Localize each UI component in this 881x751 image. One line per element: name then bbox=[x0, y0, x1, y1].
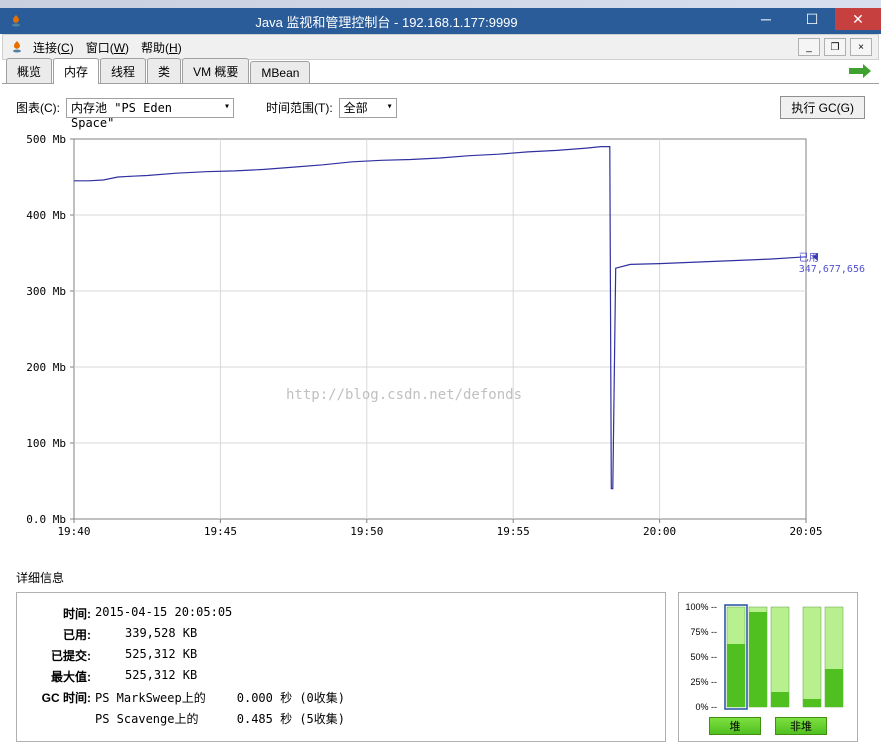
tabbar: 概览 内存 线程 类 VM 概要 MBean bbox=[2, 60, 879, 84]
chart-label: 图表(C): bbox=[16, 99, 60, 116]
minimize-button[interactable]: ─ bbox=[743, 8, 789, 30]
detail-time-value: 2015-04-15 20:05:05 bbox=[95, 605, 232, 622]
detail-time-label: 时间: bbox=[33, 605, 91, 622]
memory-bars-panel: 100% -- 75% -- 50% -- 25% -- 0% -- 堆 非堆 bbox=[678, 592, 858, 742]
detail-committed-value: 525,312 KB bbox=[125, 647, 197, 664]
perform-gc-button[interactable]: 执行 GC(G) bbox=[780, 96, 865, 119]
svg-text:100% --: 100% -- bbox=[685, 602, 717, 612]
java-icon bbox=[8, 13, 24, 29]
tab-memory[interactable]: 内存 bbox=[53, 58, 99, 84]
tab-classes[interactable]: 类 bbox=[147, 58, 181, 83]
details-title: 详细信息 bbox=[16, 569, 865, 586]
tab-mbeans[interactable]: MBean bbox=[250, 61, 310, 83]
gc-time-0: 0.000 秒 (0收集) bbox=[225, 689, 345, 706]
java-icon bbox=[9, 39, 25, 55]
mdi-minimize-button[interactable]: _ bbox=[798, 38, 820, 56]
detail-gc-label: GC 时间: bbox=[33, 689, 91, 706]
chart-controls: 图表(C): 内存池 "PS Eden Space" 时间范围(T): 全部 执… bbox=[16, 96, 865, 119]
chart-select[interactable]: 内存池 "PS Eden Space" bbox=[66, 98, 234, 118]
detail-committed-label: 已提交: bbox=[33, 647, 91, 664]
menu-window[interactable]: 窗口(W) bbox=[86, 39, 129, 56]
menu-connection[interactable]: 连接(C) bbox=[33, 39, 74, 56]
maximize-button[interactable]: ☐ bbox=[789, 8, 835, 30]
detail-max-label: 最大值: bbox=[33, 668, 91, 685]
gc-name-1: PS Scavenge上的 bbox=[95, 710, 225, 727]
memory-chart: 500 Mb400 Mb300 Mb200 Mb100 Mb0.0 Mb19:4… bbox=[16, 131, 865, 555]
gc-time-1: 0.485 秒 (5收集) bbox=[225, 710, 345, 727]
svg-text:19:40: 19:40 bbox=[57, 525, 90, 538]
svg-text:500 Mb: 500 Mb bbox=[26, 133, 66, 146]
tab-threads[interactable]: 线程 bbox=[100, 58, 146, 83]
mdi-restore-button[interactable]: ❐ bbox=[824, 38, 846, 56]
svg-text:0% --: 0% -- bbox=[695, 702, 717, 712]
titlebar: Java 监视和管理控制台 - 192.168.1.177:9999 ─ ☐ ✕ bbox=[0, 8, 881, 34]
gc-name-0: PS MarkSweep上的 bbox=[95, 689, 225, 706]
used-indicator: 已用 347,677,656 bbox=[799, 249, 865, 275]
range-label: 时间范围(T): bbox=[266, 99, 333, 116]
connection-status-icon bbox=[849, 64, 871, 83]
heap-button[interactable]: 堆 bbox=[709, 717, 761, 735]
svg-text:20:05: 20:05 bbox=[789, 525, 822, 538]
close-button[interactable]: ✕ bbox=[835, 8, 881, 30]
detail-max-value: 525,312 KB bbox=[125, 668, 197, 685]
watermark: http://blog.csdn.net/defonds bbox=[286, 387, 522, 403]
menubar: 连接(C) 窗口(W) 帮助(H) _ ❐ × bbox=[2, 34, 879, 60]
svg-text:300 Mb: 300 Mb bbox=[26, 285, 66, 298]
details-box: 时间:2015-04-15 20:05:05 已用: 339,528 KB 已提交… bbox=[16, 592, 666, 742]
svg-text:20:00: 20:00 bbox=[643, 525, 676, 538]
svg-text:400 Mb: 400 Mb bbox=[26, 209, 66, 222]
svg-text:25% --: 25% -- bbox=[690, 677, 717, 687]
detail-used-value: 339,528 KB bbox=[125, 626, 197, 643]
detail-used-label: 已用: bbox=[33, 626, 91, 643]
svg-text:19:45: 19:45 bbox=[204, 525, 237, 538]
svg-text:200 Mb: 200 Mb bbox=[26, 361, 66, 374]
svg-text:75% --: 75% -- bbox=[690, 627, 717, 637]
window-title: Java 监视和管理控制台 - 192.168.1.177:9999 bbox=[30, 12, 743, 31]
menu-help[interactable]: 帮助(H) bbox=[141, 39, 182, 56]
svg-text:100 Mb: 100 Mb bbox=[26, 437, 66, 450]
range-select[interactable]: 全部 bbox=[339, 98, 397, 118]
svg-text:50% --: 50% -- bbox=[690, 652, 717, 662]
tab-vm-summary[interactable]: VM 概要 bbox=[182, 58, 249, 83]
mdi-close-button[interactable]: × bbox=[850, 38, 872, 56]
nonheap-button[interactable]: 非堆 bbox=[775, 717, 827, 735]
svg-text:19:50: 19:50 bbox=[350, 525, 383, 538]
tab-overview[interactable]: 概览 bbox=[6, 58, 52, 83]
svg-text:19:55: 19:55 bbox=[497, 525, 530, 538]
